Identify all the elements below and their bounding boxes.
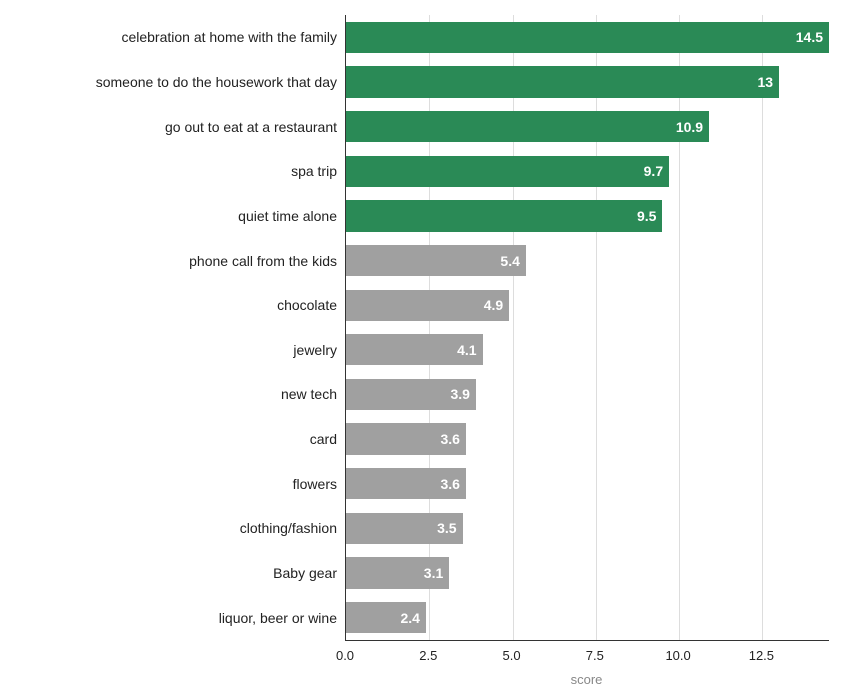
bar: 9.5 — [346, 200, 662, 231]
bar-value-label: 3.5 — [437, 520, 456, 536]
category-label: card — [310, 431, 337, 447]
x-tick-label: 12.5 — [749, 648, 774, 663]
bar-value-label: 2.4 — [400, 610, 419, 626]
bar-value-label: 10.9 — [676, 119, 703, 135]
category-label: clothing/fashion — [240, 520, 337, 536]
category-label: jewelry — [293, 342, 337, 358]
bar-value-label: 13 — [757, 74, 773, 90]
bar: 2.4 — [346, 602, 426, 633]
grid-line — [513, 15, 514, 640]
grid-line — [429, 15, 430, 640]
x-axis-title: score — [571, 672, 603, 687]
x-tick-label: 0.0 — [336, 648, 354, 663]
grid-line — [762, 15, 763, 640]
bar-value-label: 14.5 — [796, 29, 823, 45]
bar-value-label: 3.9 — [450, 386, 469, 402]
horizontal-bar-chart: 14.5 13 10.9 9.7 9.5 5.4 4.9 4.1 3.9 3.6 3.6 3.5 3.1… — [0, 0, 848, 700]
x-tick-label: 5.0 — [503, 648, 521, 663]
plot-area: 14.5 13 10.9 9.7 9.5 5.4 4.9 4.1 3.9 3.6 3.6 3.5 3.1… — [345, 15, 829, 641]
bar: 4.1 — [346, 334, 483, 365]
category-label: phone call from the kids — [189, 253, 337, 269]
bar: 3.6 — [346, 423, 466, 454]
bar: 3.1 — [346, 557, 449, 588]
grid-line — [679, 15, 680, 640]
category-label: Baby gear — [273, 565, 337, 581]
category-label: quiet time alone — [238, 208, 337, 224]
bar-value-label: 5.4 — [500, 253, 519, 269]
category-label: spa trip — [291, 163, 337, 179]
category-label: flowers — [293, 476, 337, 492]
bar: 3.9 — [346, 379, 476, 410]
bar-value-label: 9.5 — [637, 208, 656, 224]
category-label: go out to eat at a restaurant — [165, 119, 337, 135]
category-label: chocolate — [277, 297, 337, 313]
bar-value-label: 4.9 — [484, 297, 503, 313]
bar-value-label: 9.7 — [644, 163, 663, 179]
bar: 10.9 — [346, 111, 709, 142]
bar-value-label: 3.1 — [424, 565, 443, 581]
x-tick-label: 7.5 — [586, 648, 604, 663]
bar: 14.5 — [346, 22, 829, 53]
bar: 4.9 — [346, 290, 509, 321]
bar: 3.6 — [346, 468, 466, 499]
category-label: new tech — [281, 386, 337, 402]
x-tick-label: 10.0 — [665, 648, 690, 663]
category-label: liquor, beer or wine — [219, 610, 337, 626]
bar-value-label: 3.6 — [440, 431, 459, 447]
bar: 13 — [346, 66, 779, 97]
category-label: someone to do the housework that day — [96, 74, 337, 90]
bar-value-label: 4.1 — [457, 342, 476, 358]
bar: 5.4 — [346, 245, 526, 276]
bar-value-label: 3.6 — [440, 476, 459, 492]
bar: 9.7 — [346, 156, 669, 187]
bar: 3.5 — [346, 513, 463, 544]
category-label: celebration at home with the family — [121, 29, 337, 45]
x-tick-label: 2.5 — [419, 648, 437, 663]
grid-line — [596, 15, 597, 640]
